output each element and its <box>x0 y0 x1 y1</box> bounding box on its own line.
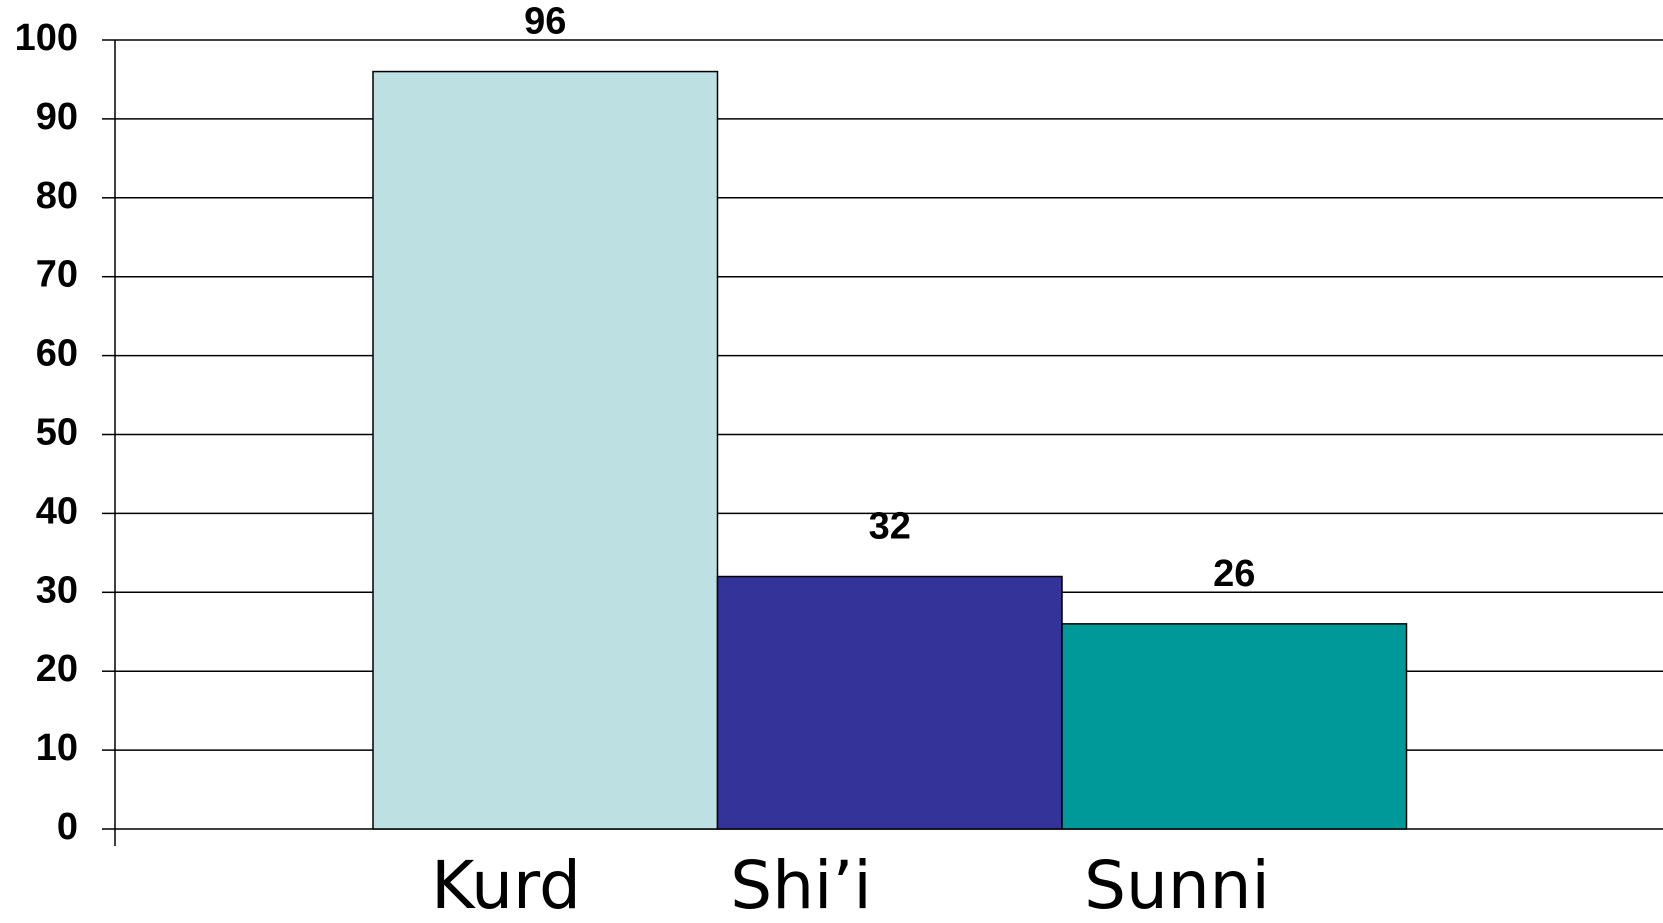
y-tick-label: 0 <box>57 806 78 848</box>
value-label: 96 <box>524 1 566 43</box>
value-label: 26 <box>1213 553 1255 595</box>
x-tick-label: Shi’i <box>730 847 871 923</box>
y-tick-label: 80 <box>36 175 78 217</box>
y-tick-label: 40 <box>36 490 78 532</box>
y-tick-label: 60 <box>36 333 78 375</box>
x-tick-label: Sunni <box>1084 847 1270 923</box>
bar <box>372 70 719 830</box>
bar <box>1061 623 1408 830</box>
x-tick-label: Kurd <box>431 847 581 923</box>
bar <box>716 575 1063 830</box>
y-tick-label: 10 <box>36 727 78 769</box>
y-tick-label: 30 <box>36 569 78 611</box>
value-label: 32 <box>869 506 911 548</box>
y-tick-label: 100 <box>15 17 78 59</box>
y-tick-label: 90 <box>36 96 78 138</box>
y-tick-label: 20 <box>36 648 78 690</box>
y-tick-label: 70 <box>36 254 78 296</box>
y-tick-label: 50 <box>36 412 78 454</box>
